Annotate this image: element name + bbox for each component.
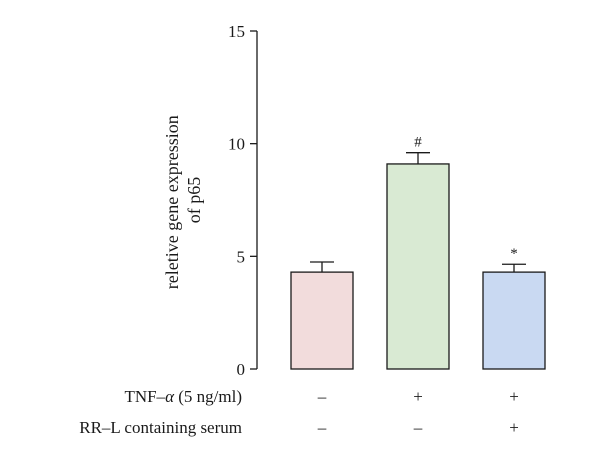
condition-table: TNF–α (5 ng/ml) RR–L containing serum – +… xyxy=(79,387,519,437)
y-axis: 0 5 10 15 xyxy=(228,22,258,379)
condition-sign-r2-c2: – xyxy=(413,418,423,437)
y-tick-label-0: 0 xyxy=(237,360,246,379)
condition-label-tnf-symbol: α xyxy=(165,387,175,406)
y-axis-title-line1: reletive gene expression xyxy=(162,115,182,289)
condition-sign-r2-c3: + xyxy=(509,418,519,437)
bar-2 xyxy=(386,163,450,370)
condition-label-tnf-prefix: TNF– xyxy=(124,387,165,406)
bar-annotations: #* xyxy=(414,135,518,263)
condition-sign-r1-c1: – xyxy=(317,387,327,406)
bar-1 xyxy=(290,271,354,370)
condition-sign-r1-c3: + xyxy=(509,387,519,406)
y-tick-label-5: 5 xyxy=(237,247,246,266)
bars xyxy=(290,152,546,370)
y-tick-label-10: 10 xyxy=(228,135,245,154)
condition-sign-r1-c2: + xyxy=(413,387,423,406)
y-tick-label-15: 15 xyxy=(228,22,245,41)
condition-label-tnf-suffix: (5 ng/ml) xyxy=(174,387,242,406)
significance-mark-2: # xyxy=(414,135,422,151)
condition-sign-r2-c1: – xyxy=(317,418,327,437)
y-axis-title-line2: of p65 xyxy=(184,177,204,224)
condition-label-tnf: TNF–α (5 ng/ml) xyxy=(124,387,242,406)
y-axis-title: reletive gene expression of p65 xyxy=(162,111,204,289)
significance-mark-3: * xyxy=(510,246,518,262)
bar-3 xyxy=(482,271,546,370)
condition-label-serum: RR–L containing serum xyxy=(79,418,242,437)
